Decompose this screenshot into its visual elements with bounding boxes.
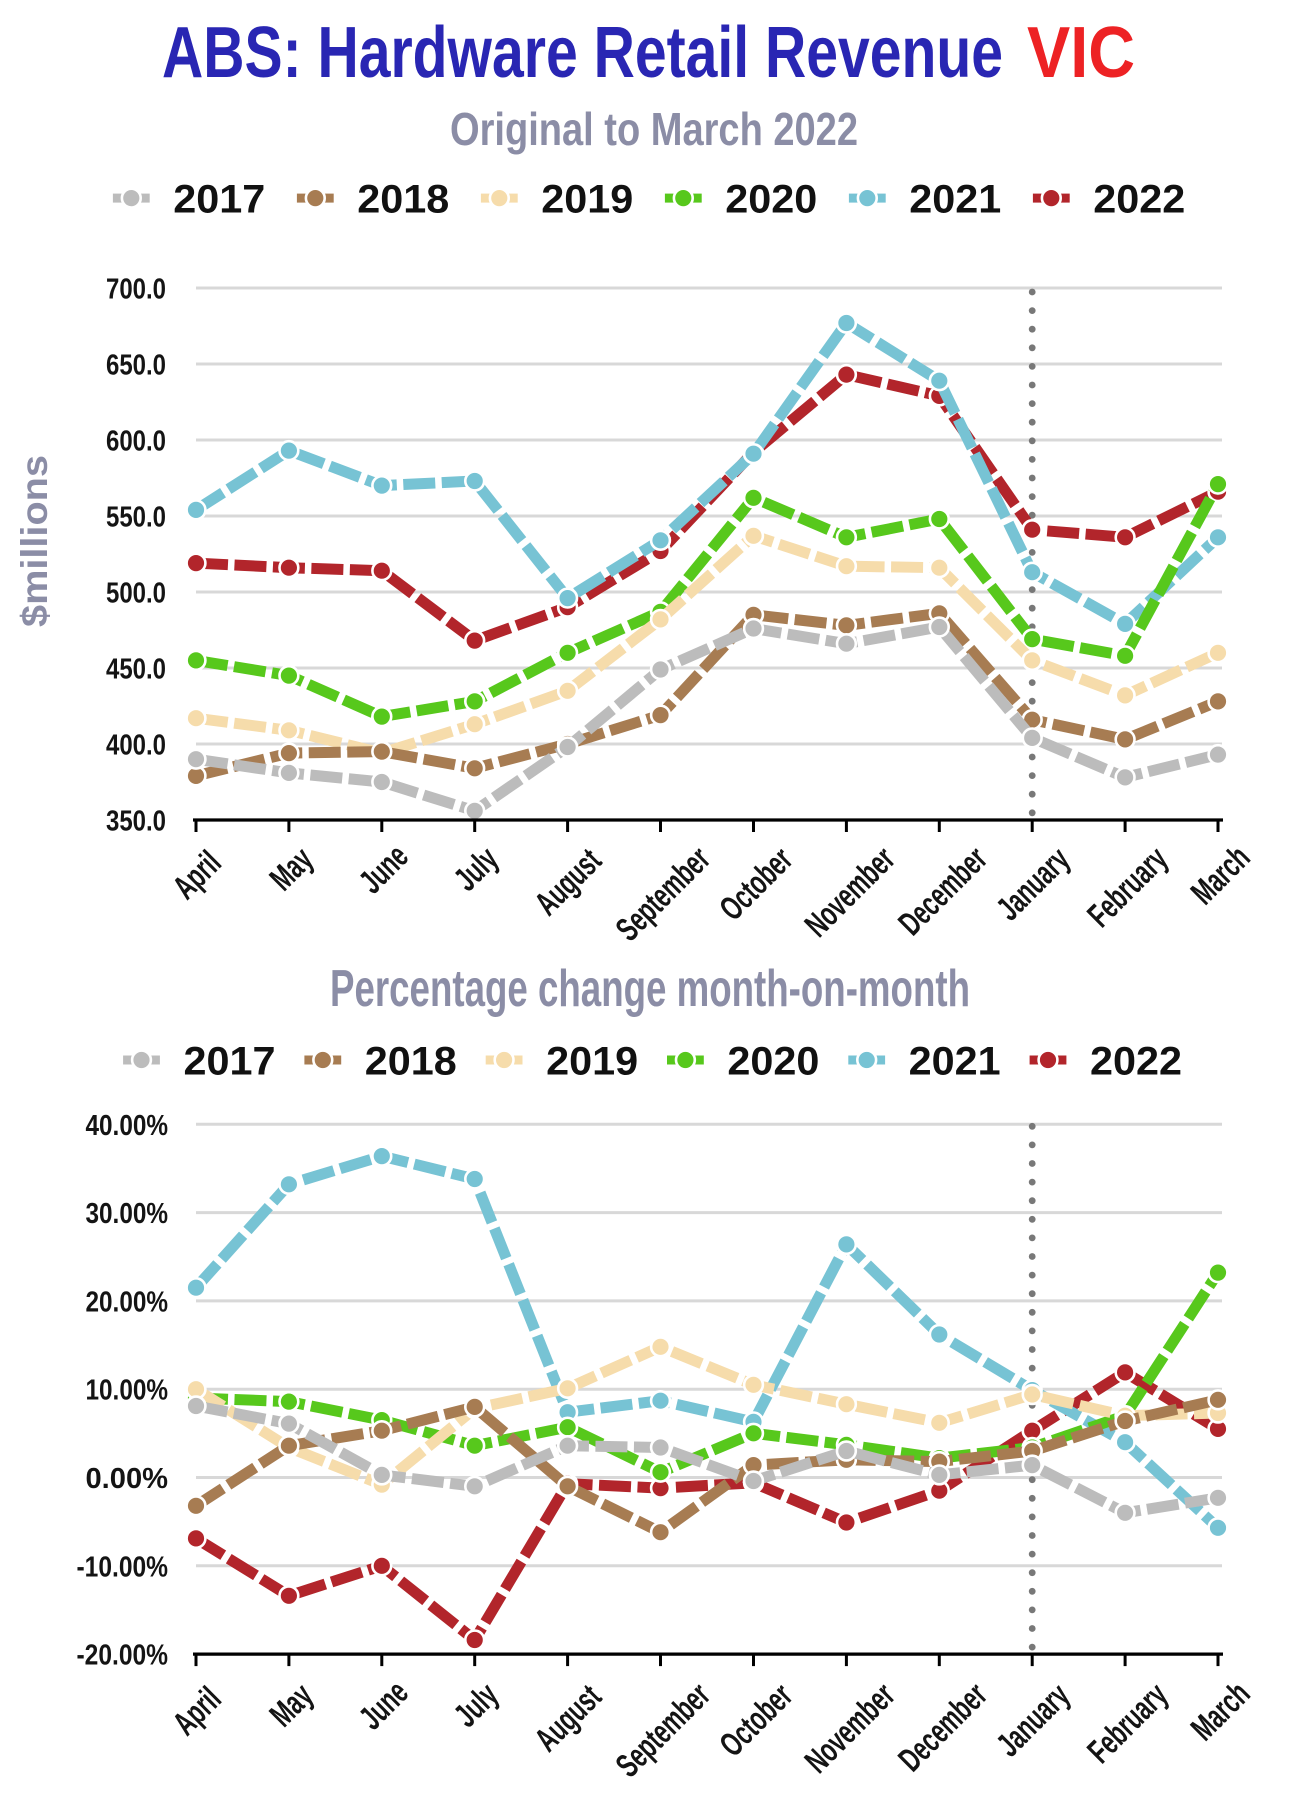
- svg-text:ABS: Hardware Retail Revenue: ABS: Hardware Retail Revenue: [162, 13, 1003, 93]
- svg-text:2020: 2020: [727, 1039, 819, 1083]
- svg-text:Percentage change month-on-mon: Percentage change month-on-month: [330, 960, 970, 1018]
- svg-text:650.0: 650.0: [106, 350, 166, 382]
- svg-text:2022: 2022: [1093, 178, 1185, 222]
- svg-text:Original to March 2022: Original to March 2022: [450, 103, 858, 155]
- svg-text:2017: 2017: [173, 178, 265, 222]
- svg-text:450.0: 450.0: [106, 654, 166, 686]
- svg-text:$millions: $millions: [14, 455, 55, 627]
- svg-text:550.0: 550.0: [106, 502, 166, 534]
- svg-text:10.00%: 10.00%: [86, 1375, 169, 1407]
- svg-text:700.0: 700.0: [106, 274, 166, 306]
- svg-text:2020: 2020: [725, 178, 817, 222]
- svg-text:2019: 2019: [546, 1039, 638, 1083]
- svg-text:VIC: VIC: [1027, 13, 1135, 93]
- svg-text:2022: 2022: [1090, 1039, 1182, 1083]
- svg-text:20.00%: 20.00%: [86, 1286, 169, 1318]
- svg-text:40.00%: 40.00%: [86, 1110, 169, 1142]
- svg-text:0.00%: 0.00%: [86, 1463, 169, 1495]
- svg-text:350.0: 350.0: [106, 806, 166, 838]
- svg-text:2021: 2021: [909, 1039, 1001, 1083]
- svg-text:600.0: 600.0: [106, 426, 166, 458]
- svg-text:400.0: 400.0: [106, 730, 166, 762]
- svg-text:2017: 2017: [184, 1039, 276, 1083]
- svg-text:500.0: 500.0: [106, 578, 166, 610]
- svg-text:-10.00%: -10.00%: [77, 1551, 169, 1583]
- svg-text:2018: 2018: [365, 1039, 457, 1083]
- svg-text:2021: 2021: [909, 178, 1001, 222]
- svg-text:30.00%: 30.00%: [86, 1198, 169, 1230]
- svg-text:-20.00%: -20.00%: [77, 1640, 169, 1672]
- svg-text:2019: 2019: [541, 178, 633, 222]
- svg-text:2018: 2018: [357, 178, 449, 222]
